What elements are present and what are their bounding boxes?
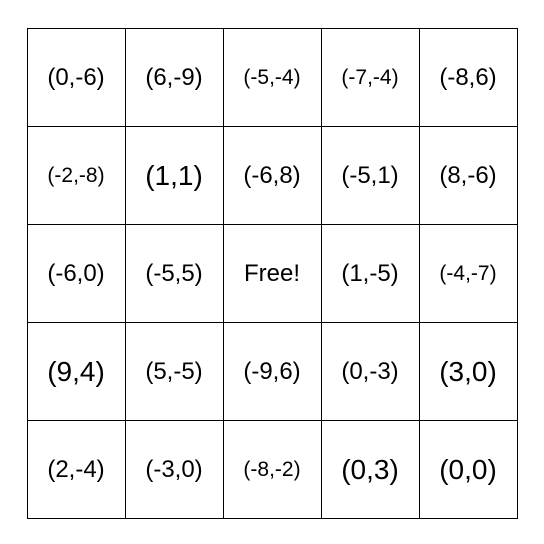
grid-cell: (0,0) — [419, 421, 517, 519]
cell-label: (0,0) — [439, 454, 497, 485]
cell-label: (1,1) — [145, 160, 203, 191]
cell-label: (0,-3) — [341, 358, 398, 385]
cell-label: (9,4) — [47, 356, 105, 387]
cell-label: (-8,-2) — [243, 458, 300, 481]
cell-label: (5,-5) — [145, 358, 202, 385]
cell-label: (2,-4) — [47, 456, 104, 483]
grid-cell: (-6,0) — [27, 225, 125, 323]
cell-label: (0,3) — [341, 454, 399, 485]
grid-cell: (1,-5) — [321, 225, 419, 323]
grid-cell: (9,4) — [27, 323, 125, 421]
grid-cell: (-5,-4) — [223, 29, 321, 127]
cell-label: (-4,-7) — [439, 262, 496, 285]
grid-cell: (0,-3) — [321, 323, 419, 421]
table-row: (9,4) (5,-5) (-9,6) (0,-3) (3,0) — [27, 323, 517, 421]
grid-cell: (3,0) — [419, 323, 517, 421]
grid-cell: (1,1) — [125, 127, 223, 225]
grid-cell: (2,-4) — [27, 421, 125, 519]
grid-cell: (-6,8) — [223, 127, 321, 225]
cell-label: (-9,6) — [243, 358, 300, 385]
cell-label: (-5,-4) — [243, 66, 300, 89]
grid-cell: (-2,-8) — [27, 127, 125, 225]
cell-label: (-7,-4) — [341, 66, 398, 89]
grid-cell: (-8,6) — [419, 29, 517, 127]
cell-label: (-2,-8) — [47, 164, 104, 187]
grid-cell: (5,-5) — [125, 323, 223, 421]
grid-cell: (-3,0) — [125, 421, 223, 519]
cell-label: (0,-6) — [47, 64, 104, 91]
grid-cell: (-7,-4) — [321, 29, 419, 127]
grid-cell: (-4,-7) — [419, 225, 517, 323]
cell-label: (-3,0) — [145, 456, 202, 483]
table-row: (2,-4) (-3,0) (-8,-2) (0,3) (0,0) — [27, 421, 517, 519]
cell-label: (6,-9) — [145, 64, 202, 91]
cell-label: (1,-5) — [341, 260, 398, 287]
cell-label: (-8,6) — [439, 64, 496, 91]
table-row: (-2,-8) (1,1) (-6,8) (-5,1) (8,-6) — [27, 127, 517, 225]
cell-label: Free! — [244, 260, 300, 287]
grid-cell: (-8,-2) — [223, 421, 321, 519]
cell-label: (-5,5) — [145, 260, 202, 287]
grid-cell: Free! — [223, 225, 321, 323]
grid-cell: (-5,5) — [125, 225, 223, 323]
grid-cell: (6,-9) — [125, 29, 223, 127]
grid-cell: (-5,1) — [321, 127, 419, 225]
cell-label: (-6,0) — [47, 260, 104, 287]
cell-label: (3,0) — [439, 356, 497, 387]
cell-label: (8,-6) — [439, 162, 496, 189]
grid-cell: (-9,6) — [223, 323, 321, 421]
grid-cell: (0,-6) — [27, 29, 125, 127]
grid-cell: (8,-6) — [419, 127, 517, 225]
cell-label: (-5,1) — [341, 162, 398, 189]
table-row: (0,-6) (6,-9) (-5,-4) (-7,-4) (-8,6) — [27, 29, 517, 127]
grid-body: (0,-6) (6,-9) (-5,-4) (-7,-4) (-8,6) (-2… — [27, 29, 517, 519]
table-row: (-6,0) (-5,5) Free! (1,-5) (-4,-7) — [27, 225, 517, 323]
grid-cell: (0,3) — [321, 421, 419, 519]
cell-label: (-6,8) — [243, 162, 300, 189]
bingo-grid: (0,-6) (6,-9) (-5,-4) (-7,-4) (-8,6) (-2… — [27, 28, 518, 519]
